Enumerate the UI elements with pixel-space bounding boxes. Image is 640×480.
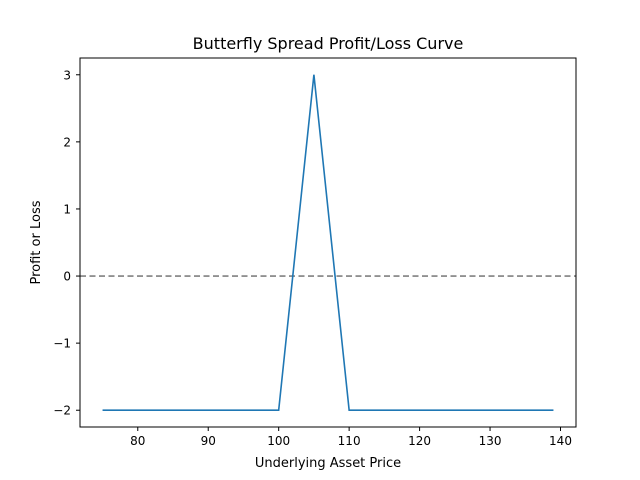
x-tick-label: 100 (267, 434, 290, 448)
plot-frame (79, 57, 577, 428)
x-tick-label: 140 (549, 434, 572, 448)
x-tick-label: 120 (408, 434, 431, 448)
x-tick-label: 90 (201, 434, 216, 448)
y-tick-label: −2 (53, 404, 71, 418)
y-axis-label: Profit or Loss (29, 200, 44, 284)
x-axis-label: Underlying Asset Price (255, 456, 401, 471)
y-tick-label: 2 (63, 135, 71, 149)
plot-area (80, 58, 576, 427)
x-tick-label: 110 (338, 434, 361, 448)
y-tick-label: 0 (63, 270, 71, 284)
series-line-0 (102, 74, 554, 412)
x-tick-label: 80 (130, 434, 145, 448)
y-tick-label: 3 (63, 68, 71, 82)
x-ticks: 80 90 100 110 120 130 140 (130, 427, 572, 448)
y-tick-label: 1 (63, 202, 71, 216)
series-layer (102, 74, 554, 412)
y-tick-label: −1 (53, 337, 71, 351)
x-tick-label: 130 (479, 434, 502, 448)
chart-title: Butterfly Spread Profit/Loss Curve (193, 34, 464, 53)
y-ticks: −2 −1 0 1 2 3 (53, 68, 80, 418)
